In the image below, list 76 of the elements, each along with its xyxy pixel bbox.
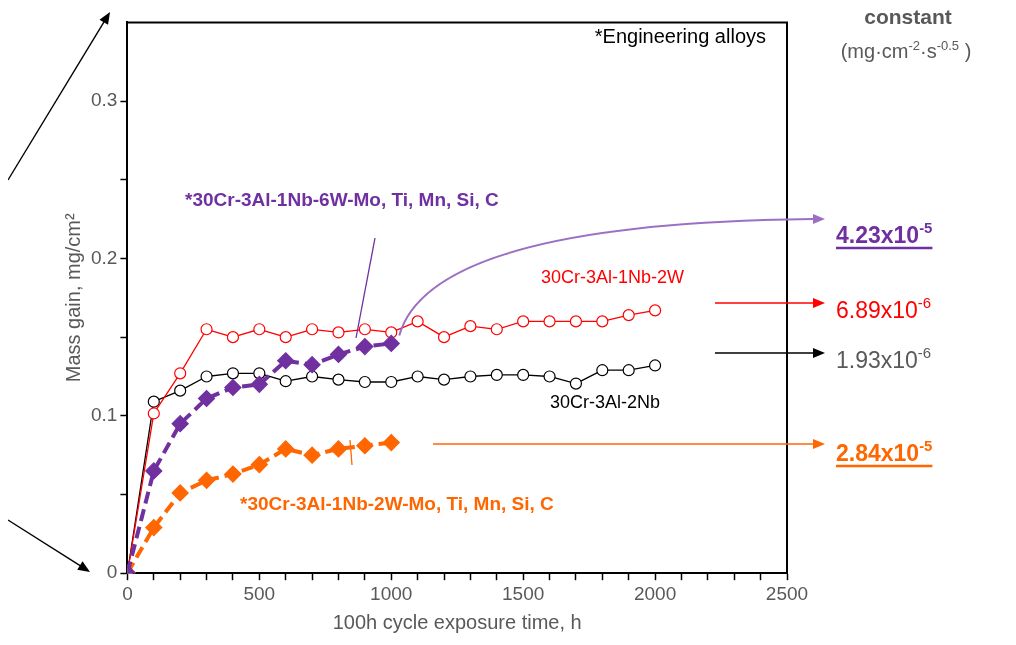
point: [385, 375, 398, 389]
point: [279, 375, 292, 388]
point: [250, 375, 268, 393]
point: [596, 364, 609, 377]
point: [543, 370, 556, 383]
point: [648, 359, 662, 372]
point: [145, 462, 163, 480]
x-tick-label: 0: [122, 582, 133, 604]
point: [171, 415, 189, 433]
point: [622, 309, 635, 322]
point: [200, 370, 213, 383]
point: [411, 370, 424, 383]
point: [358, 375, 371, 389]
point: [306, 370, 319, 383]
point: [517, 368, 530, 382]
point: [303, 356, 321, 374]
point: [226, 367, 240, 380]
y-axis-title: Mass gain, mg/cm²: [61, 213, 84, 383]
point: [303, 446, 321, 464]
point: [226, 331, 240, 344]
y-tick-label: 0: [106, 561, 118, 583]
point: [437, 331, 451, 344]
series-label: 30Cr-3Al-2Nb: [550, 392, 661, 412]
point: [147, 395, 160, 408]
point: [490, 323, 503, 336]
point: [356, 437, 374, 455]
x-tick-label: 2000: [633, 582, 677, 604]
point: [277, 440, 295, 458]
point: [224, 465, 242, 483]
point: [464, 370, 477, 383]
point: [332, 326, 345, 339]
x-tick-label: 500: [243, 582, 276, 604]
x-tick-label: 1500: [502, 582, 545, 604]
point: [622, 364, 635, 377]
point: [174, 367, 187, 380]
point: [253, 323, 266, 336]
point: [145, 518, 163, 537]
text: constant: [864, 5, 952, 28]
y-tick-label: 0.1: [90, 404, 118, 426]
annotation: *Engineering alloys: [594, 25, 767, 47]
point: [648, 304, 662, 317]
point: [197, 471, 216, 489]
point: [382, 433, 400, 452]
point: [464, 320, 477, 333]
point: [543, 315, 556, 328]
point: [358, 323, 371, 336]
y-tick-label: 0.3: [90, 89, 118, 111]
point: [517, 315, 530, 328]
point: [569, 315, 583, 328]
point: [382, 334, 400, 353]
x-axis-title: 100h cycle exposure time, h: [332, 610, 582, 633]
point: [171, 484, 189, 502]
point: [277, 352, 295, 370]
point: [356, 337, 374, 356]
point: [490, 368, 503, 382]
point: [569, 377, 583, 390]
series-label: 30Cr-3Al-1Nb-2W: [541, 267, 685, 287]
point: [306, 323, 319, 336]
point: [147, 407, 160, 420]
y-tick-label: 0.2: [90, 246, 118, 268]
point: [329, 440, 348, 458]
point: [200, 323, 213, 336]
point: [279, 331, 292, 344]
point: [224, 378, 242, 397]
point: [250, 456, 268, 474]
point: [596, 315, 609, 328]
series-label: *30Cr-3Al-1Nb-2W-Mo, Ti, Mn, Si, C: [240, 493, 555, 514]
point: [411, 315, 424, 328]
point: [437, 373, 451, 386]
x-tick-label: 2500: [765, 582, 809, 604]
text: *30Cr-3Al-1Nb-6W-Mo, Ti, Mn, Si, C: [185, 189, 500, 210]
point: [332, 373, 345, 386]
point: [329, 345, 348, 364]
point: [197, 389, 216, 408]
x-tick-label: 1000: [370, 582, 413, 604]
point: [174, 384, 187, 397]
